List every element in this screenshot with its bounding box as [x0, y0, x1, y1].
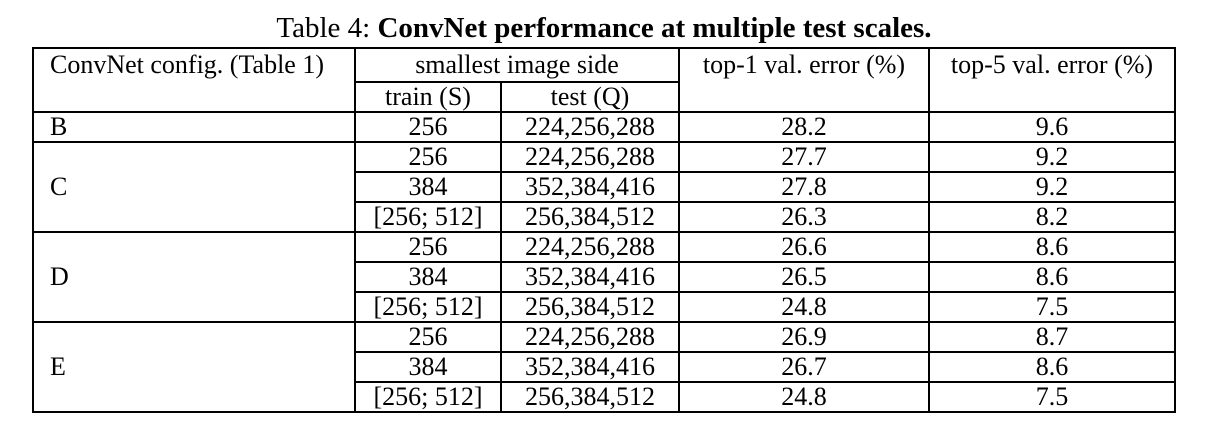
train-cell: 384	[354, 351, 502, 383]
top5-cell: 8.2	[928, 201, 1176, 233]
header-top5: top-5 val. error (%)	[928, 47, 1176, 113]
table-body: B 256 224,256,288 28.2 9.6 C 256 224,256,288 27.…	[32, 111, 1176, 413]
top5-cell: 8.7	[928, 321, 1176, 353]
test-cell: 224,256,288	[500, 141, 680, 173]
table-caption: Table 4: ConvNet performance at multiple…	[0, 10, 1208, 46]
table-row: 384 352,384,416 26.5 8.6	[33, 261, 1176, 293]
config-cell: B	[32, 111, 356, 143]
header-test: test (Q)	[500, 81, 680, 113]
config-cell: D	[32, 231, 356, 323]
top1-cell: 24.8	[678, 291, 930, 323]
top1-cell: 26.9	[678, 321, 930, 353]
caption-title: ConvNet performance at multiple test sca…	[377, 12, 932, 44]
test-cell: 224,256,288	[500, 111, 680, 143]
top1-cell: 26.6	[678, 231, 930, 263]
top1-cell: 26.5	[678, 261, 930, 293]
table-row: 384 352,384,416 27.8 9.2	[33, 171, 1176, 203]
train-cell: [256; 512]	[354, 291, 502, 323]
test-cell: 224,256,288	[500, 321, 680, 353]
top1-cell: 27.8	[678, 171, 930, 203]
train-cell: 384	[354, 261, 502, 293]
header-row-2: train (S) test (Q)	[33, 81, 1175, 113]
test-cell: 256,384,512	[500, 201, 680, 233]
table-row: B 256 224,256,288 28.2 9.6	[32, 111, 1176, 143]
top1-cell: 26.3	[678, 201, 930, 233]
train-cell: 256	[354, 231, 502, 263]
test-cell: 224,256,288	[500, 231, 680, 263]
top1-cell: 28.2	[678, 111, 930, 143]
header-config: ConvNet config. (Table 1)	[32, 47, 356, 113]
top1-cell: 27.7	[678, 141, 930, 173]
caption-prefix: Table 4:	[276, 12, 378, 44]
top1-cell: 26.7	[678, 351, 930, 383]
table-row: [256; 512] 256,384,512 24.8 7.5	[33, 381, 1176, 413]
header-top1: top-1 val. error (%)	[678, 47, 930, 113]
test-cell: 256,384,512	[500, 291, 680, 323]
top5-cell: 8.6	[928, 351, 1176, 383]
train-cell: 256	[354, 111, 502, 143]
top5-cell: 7.5	[928, 291, 1176, 323]
header-train: train (S)	[354, 81, 502, 113]
test-cell: 352,384,416	[500, 171, 680, 203]
test-cell: 352,384,416	[500, 261, 680, 293]
test-cell: 256,384,512	[500, 381, 680, 413]
config-cell: E	[32, 321, 356, 413]
header-smallest-side: smallest image side	[354, 47, 680, 83]
config-cell: C	[32, 141, 356, 233]
top5-cell: 8.6	[928, 231, 1176, 263]
results-table: ConvNet config. (Table 1) smallest image…	[32, 47, 1176, 413]
train-cell: 256	[354, 321, 502, 353]
top5-cell: 8.6	[928, 261, 1176, 293]
top5-cell: 9.2	[928, 141, 1176, 173]
table-row: 384 352,384,416 26.7 8.6	[33, 351, 1176, 383]
header-row-1: ConvNet config. (Table 1) smallest image…	[32, 47, 1176, 113]
train-cell: [256; 512]	[354, 381, 502, 413]
top1-cell: 24.8	[678, 381, 930, 413]
table-row: D 256 224,256,288 26.6 8.6	[32, 231, 1176, 323]
top5-cell: 9.2	[928, 171, 1176, 203]
top5-cell: 9.6	[928, 111, 1176, 143]
train-cell: [256; 512]	[354, 201, 502, 233]
top5-cell: 7.5	[928, 381, 1176, 413]
table-row: C 256 224,256,288 27.7 9.2	[32, 141, 1176, 233]
table-row: E 256 224,256,288 26.9 8.7	[32, 321, 1176, 413]
table-row: [256; 512] 256,384,512 26.3 8.2	[33, 201, 1176, 233]
test-cell: 352,384,416	[500, 351, 680, 383]
train-cell: 256	[354, 141, 502, 173]
table-row: [256; 512] 256,384,512 24.8 7.5	[33, 291, 1176, 323]
train-cell: 384	[354, 171, 502, 203]
